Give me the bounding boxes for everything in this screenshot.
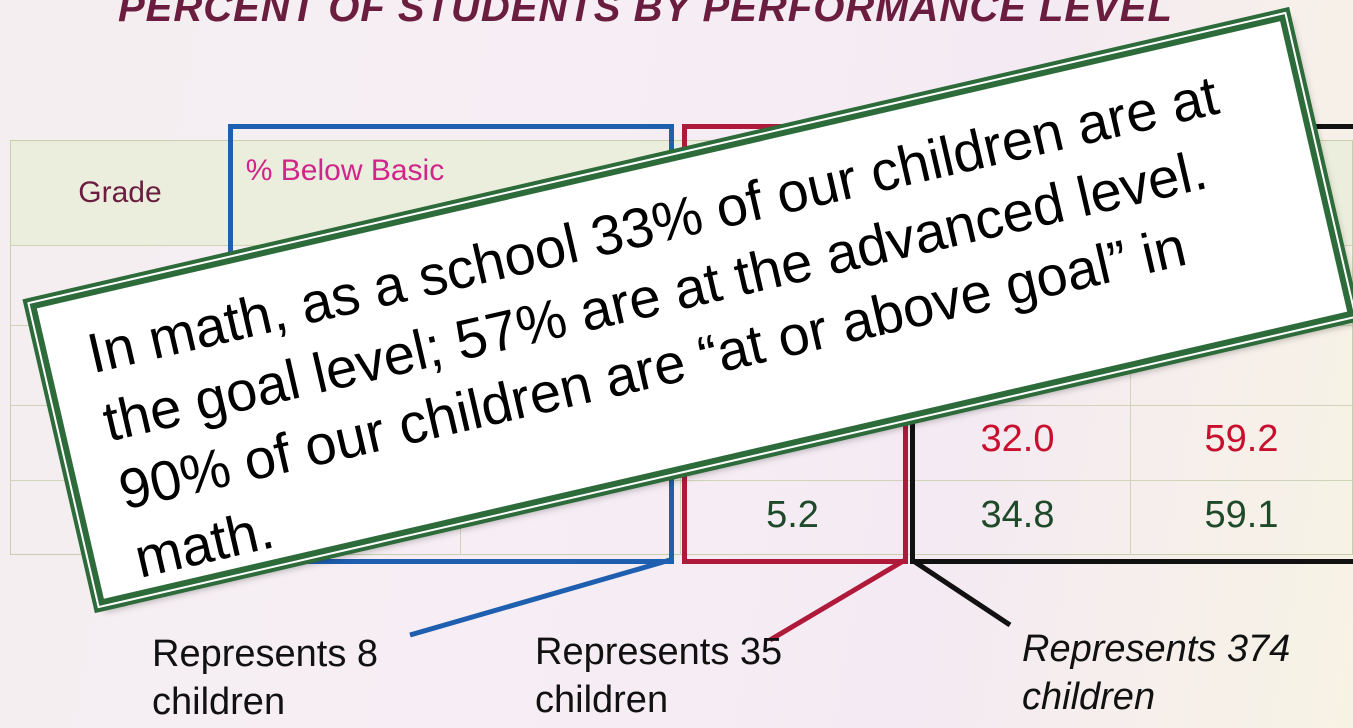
connector	[409, 557, 671, 638]
annotation: Represents 35 children	[535, 631, 783, 721]
connector	[910, 557, 1012, 628]
cell: 59.2	[1204, 418, 1279, 460]
cell: 34.8	[980, 494, 1055, 536]
connector	[768, 557, 907, 643]
row-line	[10, 480, 1353, 481]
title: PERCENT OF STUDENTS BY PERFORMANCE LEVEL	[118, 0, 1173, 30]
cell: 59.1	[1204, 494, 1279, 536]
header-cell: % Below Basic	[245, 154, 445, 187]
col-line	[1130, 245, 1131, 555]
cell: 32.0	[980, 418, 1055, 460]
header-cell: Grade	[78, 176, 162, 209]
annotation: Represents 8 children	[152, 633, 379, 723]
cell: 5.2	[766, 494, 819, 536]
annotation: Represents 374 children	[1022, 628, 1291, 718]
